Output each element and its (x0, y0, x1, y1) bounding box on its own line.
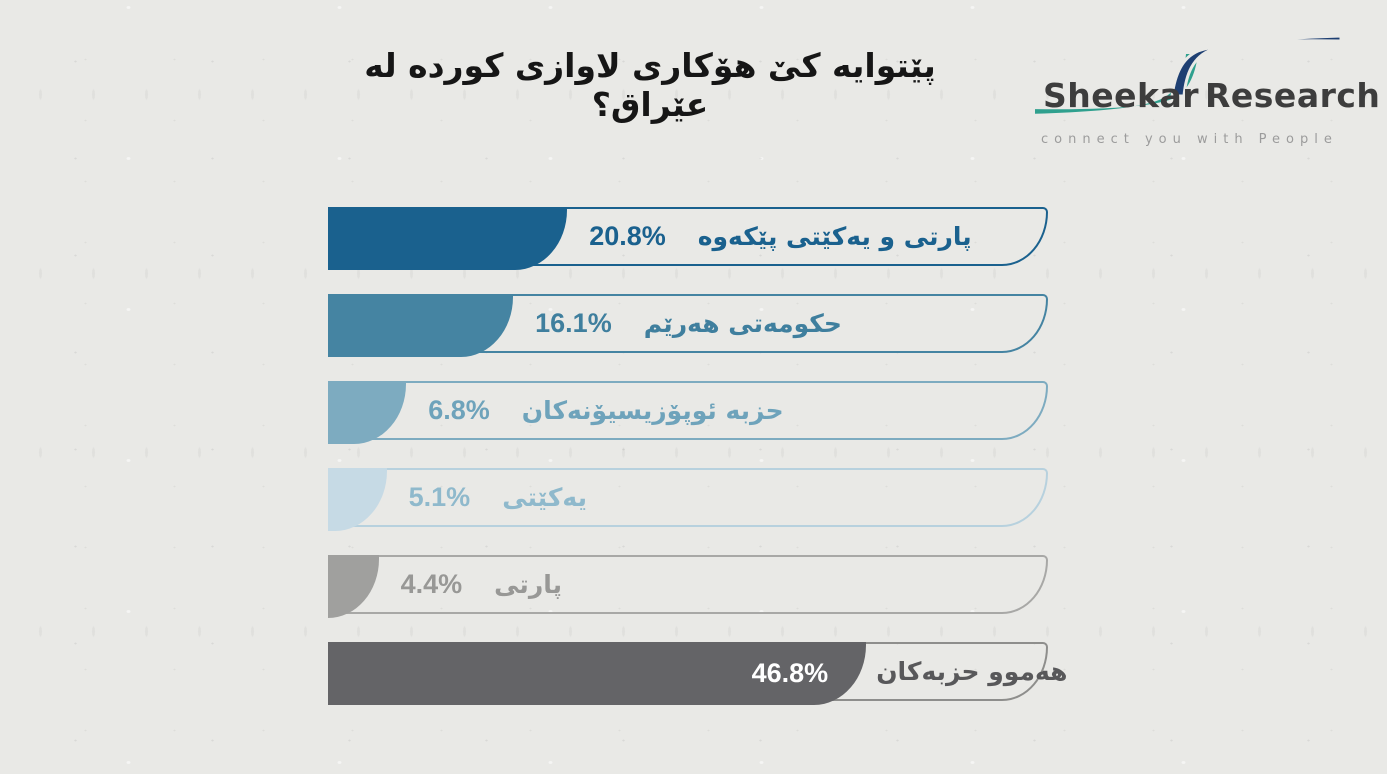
bar-row: 46.8% هەموو حزبەکان (328, 642, 1067, 705)
bar-value-label: 5.1% (408, 482, 471, 512)
logo-swoosh-icon (1035, 34, 1343, 114)
bar-category-label: حکومەتی هەرێم (643, 309, 842, 338)
bar-category-label: پارتی و یەکێتی پێکەوە (697, 222, 972, 251)
bar-value-label: 20.8% (589, 221, 666, 251)
chart-title: پێتوایە کێ هۆکاری لاوازی کوردە لە عێراق؟ (364, 46, 936, 124)
bar-value-label: 4.4% (400, 569, 463, 599)
bar-row: 16.1% حکومەتی هەرێم (328, 294, 1048, 357)
bar-fill (328, 207, 568, 270)
bar-content: 5.1% یەکێتی (409, 468, 587, 527)
brand-word-right: Research (1205, 76, 1381, 115)
bar-fill (328, 294, 514, 357)
bar-category-label: پارتی (494, 570, 562, 599)
bar-value-label: 16.1% (535, 308, 612, 338)
bar-content: هەموو حزبەکان (876, 642, 1067, 701)
bar-content: 4.4% پارتی (401, 555, 562, 614)
bar-row: 6.8% حزبە ئوپۆزیسیۆنەکان (328, 381, 1048, 444)
bar-row: 5.1% یەکێتی (328, 468, 1048, 531)
brand-tagline: connect you with People (1041, 132, 1338, 147)
bar-category-label: یەکێتی (502, 483, 587, 512)
swoosh-top (1170, 34, 1343, 98)
bar-value-label: 6.8% (428, 395, 490, 425)
bar-row: 4.4% پارتی (328, 555, 1048, 618)
bar-content: 16.1% حکومەتی هەرێم (535, 294, 842, 353)
bar-content: 6.8% حزبە ئوپۆزیسیۆنەکان (428, 381, 783, 440)
bar-category-label: هەموو حزبەکان (876, 657, 1068, 686)
bar-content: 20.8% پارتی و یەکێتی پێکەوە (589, 207, 971, 266)
bar-row: 20.8% پارتی و یەکێتی پێکەوە (328, 207, 1048, 270)
bar-fill: 46.8% (328, 642, 867, 705)
brand-word-left: Sheekar (1043, 76, 1200, 115)
brand-logo: Sheekar Research connect you with People (1035, 26, 1380, 147)
bar-category-label: حزبە ئوپۆزیسیۆنەکان (521, 396, 784, 425)
bar-value-label: 46.8% (751, 658, 829, 688)
bar-chart: 20.8% پارتی و یەکێتی پێکەوە 16.1% حکومەت… (328, 207, 1067, 729)
